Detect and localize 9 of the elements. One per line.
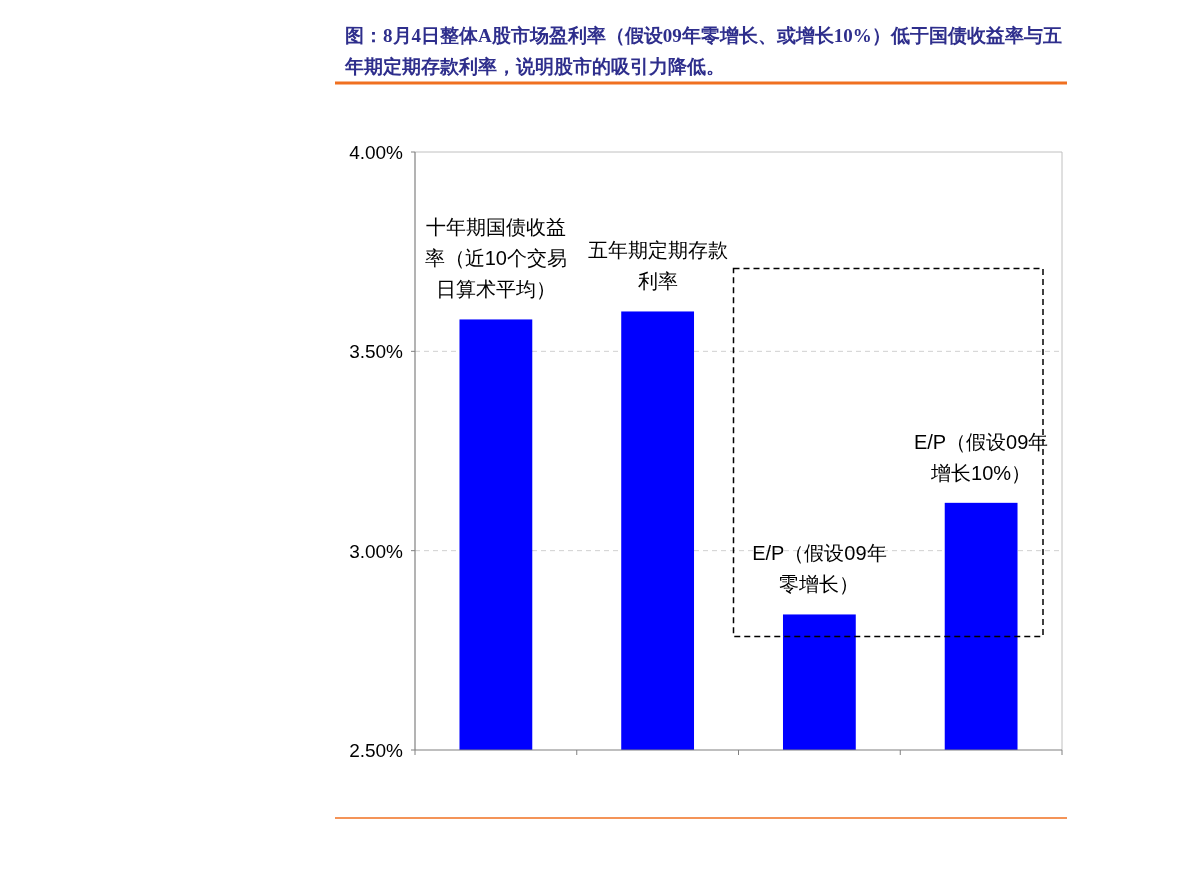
x-tick-label: 五年期定期存款利率 [586,238,729,295]
y-tick-label: 4.00% [349,142,404,163]
x-tick-label: E/P（假设09年零增长） [751,541,888,598]
y-tick-label: 2.50% [349,740,404,761]
chart-title: 图：8月4日整体A股市场盈利率（假设09年零增长、或增长10%）低于国债收益率与五年期定期存款利率，说明股市的吸引力降低。 [345,24,1063,79]
y-tick-label: 3.00% [349,540,404,562]
x-tick-label: E/P（假设09年增长10%） [912,429,1050,486]
y-tick-label: 3.50% [349,341,404,363]
x-tick-label: 十年期国债收益率（近10个交易日算术平均） [423,215,568,303]
